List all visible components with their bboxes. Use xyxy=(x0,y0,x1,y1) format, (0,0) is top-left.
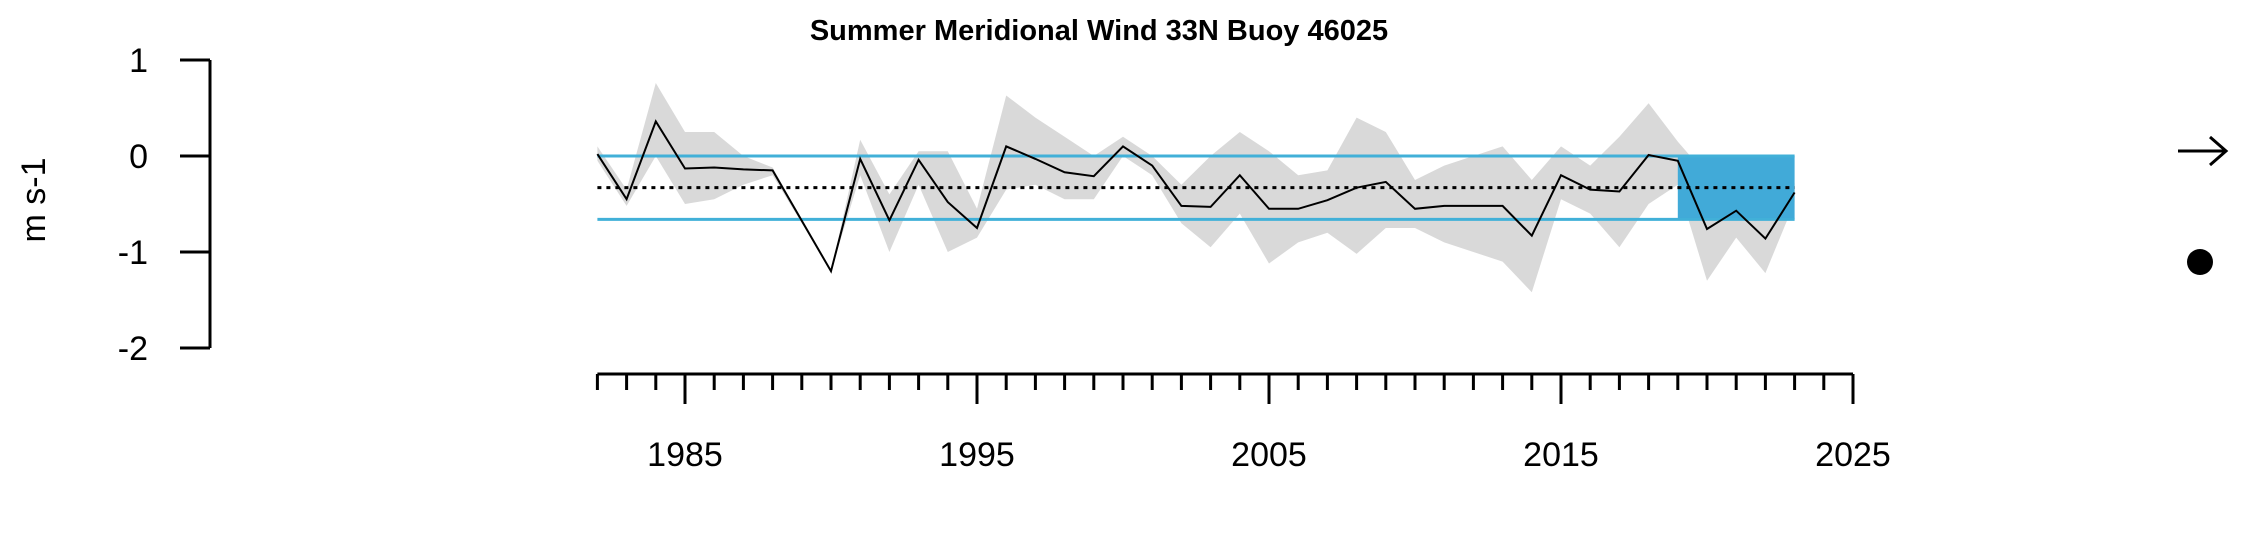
plot-area: 1 0 -1 -2 1985 1995 2005 2015 2025 xyxy=(118,42,2229,474)
filled-circle-icon xyxy=(2187,249,2213,275)
x-tick-label: 1995 xyxy=(939,436,1015,474)
data-line xyxy=(596,119,1796,274)
y-axis-label: m s-1 xyxy=(15,158,53,243)
chart-title: Summer Meridional Wind 33N Buoy 46025 xyxy=(810,15,1388,47)
x-tick-label: 2015 xyxy=(1523,436,1599,474)
x-tick-label: 2005 xyxy=(1231,436,1307,474)
y-tick-label: -2 xyxy=(118,330,148,368)
error-band xyxy=(597,83,1795,293)
x-tick-label: 1985 xyxy=(647,436,723,474)
x-tick-label: 2025 xyxy=(1815,436,1891,474)
right-arrow-icon xyxy=(2178,135,2229,167)
y-tick-label: -1 xyxy=(118,234,148,272)
y-tick-label: 0 xyxy=(129,138,148,176)
y-tick-label: 1 xyxy=(129,42,148,80)
